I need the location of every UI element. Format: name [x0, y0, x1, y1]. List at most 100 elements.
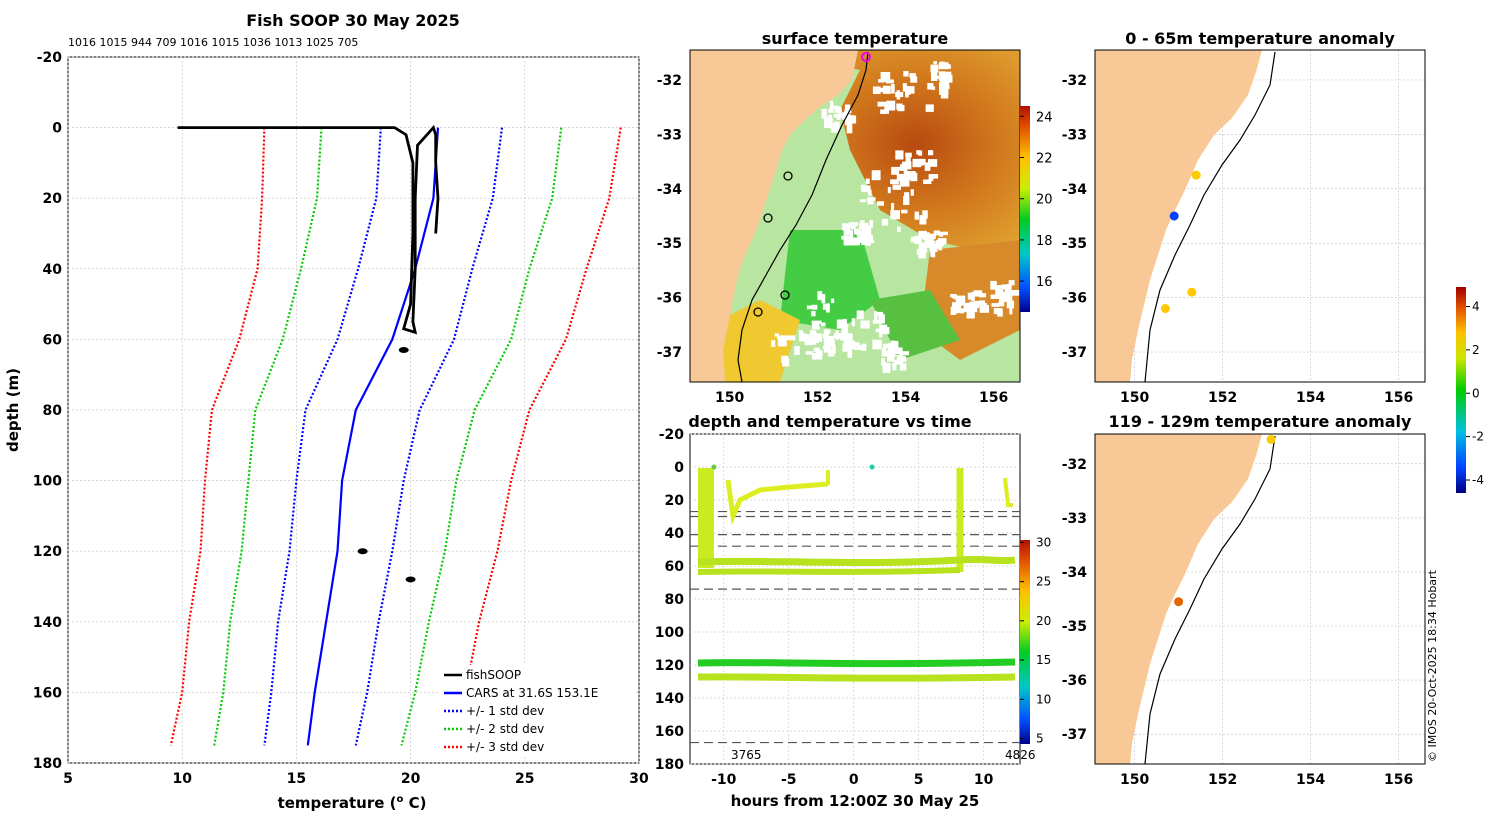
sst-cloud-pixel	[876, 340, 881, 345]
sst-cloud-pixel	[856, 310, 864, 320]
sst-cloud-pixel	[842, 112, 847, 120]
sst-cloud-pixel	[1008, 280, 1015, 286]
sst-cloud-pixel	[869, 220, 874, 228]
sst-cloud-pixel	[899, 363, 907, 371]
sst-cloud-pixel	[901, 180, 905, 184]
sst-cloud-pixel	[885, 79, 894, 84]
sst-cloud-pixel	[927, 83, 934, 90]
sst-cloud-pixel	[822, 333, 827, 339]
sst-cloud-pixel	[844, 326, 848, 335]
anom-cbtick--2: -2	[1472, 430, 1484, 444]
sst-cloud-pixel	[842, 224, 852, 229]
legend-label-std3: +/- 3 std dev	[466, 740, 544, 754]
sst-cloud-pixel	[822, 303, 828, 310]
credit-text: © IMOS 20-Oct-2025 18:34 Hobart	[1426, 569, 1439, 762]
sst-xtick-150: 150	[715, 390, 744, 406]
sst-cloud-pixel	[997, 308, 1003, 317]
sst-cloud-pixel	[888, 343, 894, 350]
sst-cloud-pixel	[940, 89, 949, 99]
sst-cloud-pixel	[846, 123, 853, 134]
profile-fishsoop-point	[357, 548, 368, 555]
legend-label-std2: +/- 2 std dev	[466, 722, 544, 736]
sst-cloud-pixel	[794, 346, 800, 355]
anom-bottom-isobath	[1144, 435, 1276, 764]
dt-ytick-20: 20	[665, 493, 685, 509]
anom-bottom-map	[1095, 434, 1276, 764]
sst-cloud-pixel	[918, 230, 927, 238]
profile-xlabel: temperature (o C)	[278, 794, 427, 812]
anom-bottom-ticks: 150 152 154 156 -32 -33 -34 -35 -36 -37	[1062, 457, 1414, 788]
dt-ytick-40: 40	[665, 526, 685, 542]
sst-cloud-pixel	[826, 339, 835, 347]
sst-ytick--33: -33	[657, 127, 682, 143]
profile-xtick-5: 5	[63, 771, 73, 787]
legend-label-fishsoop: fishSOOP	[466, 668, 521, 682]
sst-cloud-pixel	[806, 305, 815, 310]
sst-cloud-pixel	[777, 335, 787, 345]
dt-surface-point-2	[869, 464, 875, 470]
sst-cloud-pixel	[969, 301, 980, 309]
profile-line--1-std-dev-upper-	[354, 127, 504, 746]
sst-cloud-pixel	[843, 236, 853, 246]
sst-cloud-pixel	[891, 84, 895, 94]
sst-cloud-pixel	[928, 235, 935, 240]
sst-cloud-pixel	[909, 73, 916, 78]
sst-cloud-pixel	[842, 318, 847, 326]
sst-cloud-pixel	[886, 100, 896, 111]
anom-bottom-ytick--36: -36	[1062, 673, 1087, 689]
sst-cloud-pixel	[903, 195, 910, 205]
sst-cloud-pixel	[925, 104, 934, 112]
sst-ytick--32: -32	[657, 73, 682, 89]
sst-cloud-pixel	[821, 108, 827, 119]
sst-cloud-pixel	[905, 152, 912, 158]
dt-colorbar	[1020, 540, 1030, 744]
sst-cloud-pixel	[903, 171, 911, 180]
sst-cloud-pixel	[881, 358, 885, 366]
sst-cloud-pixel	[833, 121, 840, 126]
sst-cloud-pixel	[892, 342, 897, 351]
anom-top-ytick--33: -33	[1062, 127, 1087, 143]
sst-cloud-pixel	[896, 354, 904, 364]
sst-cloud-pixel	[856, 230, 865, 236]
sst-cloud-pixel	[851, 318, 855, 326]
sst-cloud-pixel	[928, 176, 934, 181]
sst-cloud-pixel	[934, 75, 940, 79]
anom-bottom-axes	[1094, 433, 1426, 765]
sst-warm-core	[760, 50, 1020, 260]
sst-cloud-pixel	[811, 320, 822, 324]
sst-cloud-pixel	[857, 235, 867, 243]
anom-top-point	[1191, 170, 1201, 180]
sst-cloud-pixel	[918, 242, 926, 249]
sst-cloud-pixel	[849, 230, 854, 238]
legend-label-std1: +/- 1 std dev	[466, 704, 544, 718]
profile-top-annotation: 1016 1015 944 709 1016 1015 1036 1013 10…	[68, 36, 358, 49]
depth-time-ticks: -10 -5 0 5 10 -20 0 20 40 60 80 100 120 140 160 180	[655, 427, 994, 788]
sst-isobath	[737, 51, 869, 382]
profile-series	[169, 124, 622, 746]
sst-cloud-pixel	[824, 118, 832, 128]
sst-station-3	[780, 290, 790, 300]
anom-bottom-title: 119 - 129m temperature anomaly	[1109, 412, 1412, 431]
sst-cloud-pixel	[914, 235, 922, 244]
anom-top-point	[1187, 287, 1197, 297]
anom-top-panel: 0 - 65m temperature anomaly 150 152 154 156…	[1062, 29, 1426, 406]
dt-ytick-80: 80	[665, 592, 685, 608]
profile-panel: Fish SOOP 30 May 2025 1016 1015 944 709 …	[4, 11, 649, 812]
sst-cloud-pixel	[844, 118, 852, 126]
anom-top-point	[1169, 211, 1179, 221]
dt-cbtick-20: 20	[1036, 614, 1051, 628]
sst-cloud-pixel	[972, 293, 981, 297]
sst-cloud-pixel	[931, 240, 935, 250]
anom-top-ytick--34: -34	[1062, 182, 1088, 198]
sst-cloud-pixel	[828, 108, 834, 113]
sst-cloud-pixel	[867, 197, 876, 201]
anom-bottom-ytick--32: -32	[1062, 457, 1087, 473]
sst-cloud-pixel	[860, 220, 865, 228]
sst-cloud-pixel	[887, 353, 895, 358]
depth-time-title: depth and temperature vs time	[688, 412, 971, 431]
profile-line--2-std-dev	[213, 127, 323, 746]
profile-ytick-40: 40	[43, 262, 63, 278]
dt-band-60m-b	[697, 567, 961, 575]
sst-cloud-pixel	[998, 301, 1005, 307]
sst-cloud-pixel	[805, 351, 813, 355]
